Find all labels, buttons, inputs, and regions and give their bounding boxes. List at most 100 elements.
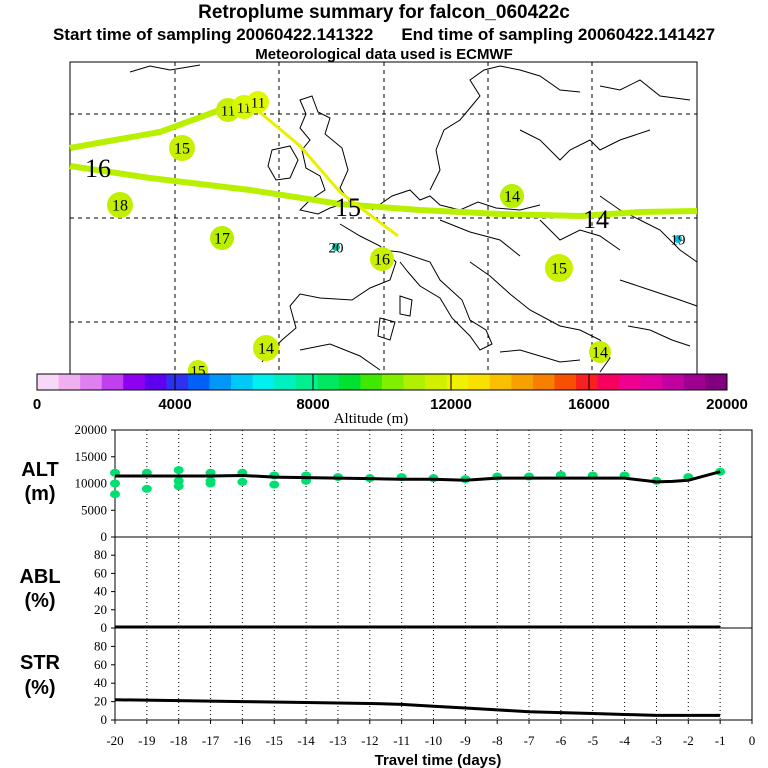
colorbar-cell — [554, 374, 577, 390]
map-label-marker — [107, 192, 133, 218]
trajectory-yellow — [249, 102, 399, 238]
map-label: 11 — [221, 103, 235, 119]
met-data-label: Meteorological data used is ECMWF — [255, 46, 513, 63]
colorbar-cell — [532, 374, 555, 390]
alt-mean-line — [115, 470, 721, 484]
y-tick-label: 40 — [94, 584, 107, 599]
x-tick-label: -11 — [393, 733, 410, 748]
colorbar-cell — [187, 374, 210, 390]
str-line — [114, 698, 721, 717]
y-tick-label: 80 — [94, 638, 107, 653]
colorbar-cell — [705, 374, 728, 390]
map-label-marker — [589, 341, 611, 363]
alt-scatter-point — [110, 490, 120, 499]
colorbar-cell — [619, 374, 642, 390]
map-label-marker — [674, 235, 682, 243]
map-label-marker — [253, 335, 279, 361]
alt-unit: (m) — [24, 483, 55, 505]
x-ticks: -20 -19 -18 -17 -16 -15 -14 -13 -12 -11 -10 -9 -8 -7-… — [106, 720, 755, 748]
colorbar: 0 4000 8000 12000 16000 20000 Altitude (m) — [33, 373, 748, 427]
x-tick-label: -4 — [619, 733, 630, 748]
alt-scatter-point — [173, 466, 184, 475]
map-label: 14 — [583, 205, 609, 234]
colorbar-cell — [425, 374, 448, 390]
map-label: 19 — [671, 232, 686, 248]
x-tick-label: -7 — [524, 733, 535, 748]
y-tick-label: 80 — [94, 547, 107, 562]
colorbar-cell — [58, 374, 81, 390]
colorbar-tick: 12000 — [430, 396, 472, 413]
map-label: 16 — [85, 154, 111, 183]
alt-scatter-point — [237, 477, 248, 486]
map-label-marker — [370, 247, 394, 271]
abl-unit: (%) — [24, 590, 55, 612]
x-tick-label: -16 — [234, 733, 252, 748]
colorbar-cell — [209, 374, 232, 390]
x-tick-label: -19 — [138, 733, 155, 748]
x-tick-label: -1 — [715, 733, 726, 748]
x-tick-label: -13 — [329, 733, 346, 748]
x-tick-label: 0 — [749, 733, 756, 748]
y-tick-label: 0 — [101, 712, 108, 727]
y-tick-label: 10000 — [75, 476, 108, 491]
time-grid — [146, 430, 721, 720]
alt-label: ALT — [21, 459, 58, 481]
colorbar-cell — [576, 374, 599, 390]
y-ticks: 20000 15000 10000 5000 0 80 60 40 20 0 80 60 40 20 0 — [75, 422, 115, 727]
x-tick-label: -15 — [266, 733, 283, 748]
colorbar-cell — [446, 374, 469, 390]
y-tick-label: 15000 — [75, 449, 108, 464]
x-tick-label: -9 — [460, 733, 471, 748]
alt-scatter-point — [173, 482, 184, 491]
str-unit: (%) — [24, 677, 55, 699]
colorbar-cell — [403, 374, 426, 390]
map-label: 18 — [112, 198, 128, 215]
map-label: 14 — [592, 345, 608, 362]
alt-scatter-point — [110, 479, 120, 488]
x-tick-label: -20 — [106, 733, 123, 748]
alt-scatter-point — [205, 479, 216, 488]
colorbar-cell — [317, 374, 340, 390]
y-tick-label: 0 — [101, 620, 108, 635]
map-label: 14 — [258, 341, 274, 358]
colorbar-cell — [166, 374, 189, 390]
y-tick-label: 20000 — [75, 422, 108, 437]
y-tick-label: 20 — [94, 602, 107, 617]
colorbar-cell — [37, 374, 60, 390]
map-label: 20 — [329, 240, 344, 256]
abl-label: ABL — [19, 566, 60, 588]
colorbar-cell — [295, 374, 318, 390]
x-tick-label: -18 — [170, 733, 187, 748]
colorbar-cell — [101, 374, 124, 390]
x-axis-label: Travel time (days) — [375, 752, 502, 768]
map-label: 16 — [374, 252, 390, 269]
map-label-marker — [169, 135, 195, 161]
alt-scatter-point — [269, 480, 280, 489]
y-tick-label: 0 — [101, 529, 108, 544]
colorbar-tick: 20000 — [706, 396, 748, 413]
colorbar-cell — [231, 374, 254, 390]
colorbar-cell — [80, 374, 103, 390]
y-tick-label: 40 — [94, 675, 107, 690]
x-tick-label: -3 — [651, 733, 662, 748]
map-label-marker — [247, 91, 269, 113]
y-tick-label: 60 — [94, 565, 107, 580]
alt-scatter-point — [141, 484, 152, 493]
start-time: Start time of sampling 20060422.141322 — [52, 25, 374, 44]
y-tick-label: 20 — [94, 694, 107, 709]
end-time: End time of sampling 20060422.141427 — [401, 25, 716, 44]
map-label: 17 — [214, 231, 230, 248]
map-label: 14 — [504, 189, 520, 206]
plot-title: Retroplume summary for falcon_060422c — [198, 2, 570, 23]
y-tick-label: 5000 — [81, 502, 107, 517]
y-tick-label: 60 — [94, 657, 107, 672]
map-label-marker — [210, 226, 234, 250]
colorbar-cell — [468, 374, 491, 390]
x-tick-label: -12 — [361, 733, 378, 748]
colorbar-cell — [360, 374, 383, 390]
x-tick-label: -17 — [202, 733, 220, 748]
colorbar-frame — [36, 373, 728, 391]
colorbar-tick: 0 — [33, 396, 41, 413]
map-label: 15 — [551, 261, 567, 278]
